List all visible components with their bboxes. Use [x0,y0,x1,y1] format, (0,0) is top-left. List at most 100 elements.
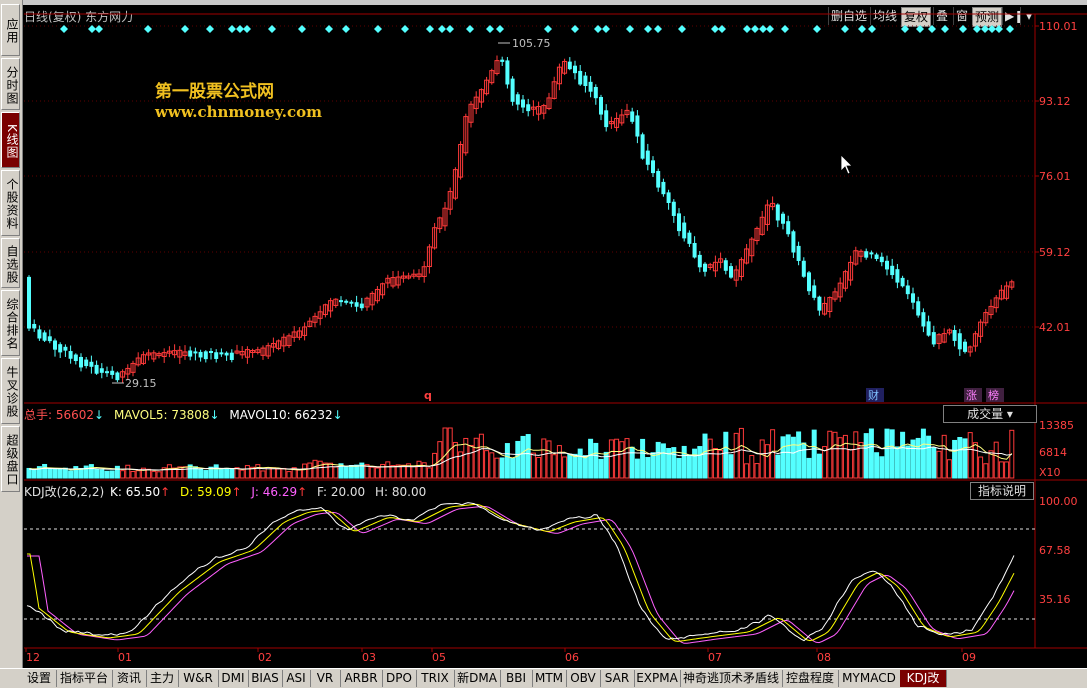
candle-body [125,367,131,375]
volume-bar [634,458,640,479]
candle-body [775,204,780,221]
volume-indicator-select[interactable]: 成交量 ▾ [943,405,1037,423]
volume-bar [270,467,276,479]
candle-body [697,254,702,268]
candle-body [998,289,1004,300]
volume-bar [385,461,391,479]
tab-indicator-9[interactable]: ARBR [340,670,383,687]
signal-diamond [858,25,866,33]
tab-indicator-4[interactable]: W&R [178,670,219,687]
tab-indicator-0[interactable]: 设置 [22,670,57,687]
candle-body [209,350,213,353]
volume-bar [234,467,240,479]
candle-body [276,340,282,349]
price-tick-label: 76.01 [1039,170,1071,183]
candle-body [624,109,630,116]
volume-bar [296,469,302,479]
volume-bar [572,453,578,479]
window-button[interactable]: 窗 [953,7,971,25]
signal-diamond [916,25,924,33]
tab-indicator-7[interactable]: ASI [282,670,311,687]
volume-bar [343,466,349,479]
kline-chart[interactable]: 110.01 93.12 76.01 59.12 42.01 13385 6814 X10 10… [22,0,1087,668]
volume-bar [421,462,427,479]
signal-diamond [868,25,876,33]
tab-indicator-10[interactable]: DPO [382,670,417,687]
tab-indicator-12[interactable]: 新DMA [454,670,501,687]
moving-average-button[interactable]: 均线 [870,7,900,25]
tab-indicator-19[interactable]: 控盘程度 [782,670,839,687]
tab-indicator-6[interactable]: BIAS [248,670,283,687]
signal-diamond [401,25,409,33]
candle-body [567,61,572,70]
volume-bar [494,457,500,479]
candle-body [754,227,760,242]
tab-indicator-2[interactable]: 资讯 [112,670,147,687]
candle-body [250,350,256,354]
remove-watchlist-button[interactable]: 删自选 [828,7,870,25]
chart-header: 日线(复权) 东方网力 删自选 均线 复权 叠 窗 预测 ▶❚ ▾ [22,5,1087,27]
volume-bar [822,446,828,479]
candle-body [364,297,370,308]
signal-diamond [496,25,504,33]
volume-bar [364,464,370,479]
sidebar-item-kline[interactable]: K线图 [1,112,20,168]
candle-body [630,111,635,122]
tab-indicator-17[interactable]: EXPMA [634,670,681,687]
tab-indicator-20[interactable]: MYMACD [838,670,901,687]
volume-bar [151,470,157,479]
volume-bar [749,455,755,479]
volume-tick-label: X10 [1039,466,1061,479]
sidebar-item-diagnosis[interactable]: 牛叉诊股 [1,358,20,424]
tab-indicator-8[interactable]: VR [310,670,341,687]
tab-indicator-1[interactable]: 指标平台 [56,670,113,687]
volume-bar [499,457,505,479]
volume-bar [156,471,162,479]
sidebar-item-intraday[interactable]: 分时图 [1,58,20,110]
candle-body [848,261,854,281]
volume-bar [244,465,250,479]
time-tick-label: 03 [362,651,376,664]
volume-bar [941,434,947,479]
sidebar-item-stock-info[interactable]: 个股资料 [1,170,20,236]
volume-bar [125,464,131,479]
volume-bar [697,446,703,479]
overlay-button[interactable]: 叠 [933,7,951,25]
volume-bar [276,468,282,479]
volume-bar [239,469,245,479]
finance-marker[interactable]: 财 [868,388,879,402]
sidebar-item-ranking[interactable]: 综合排名 [1,290,20,356]
candle-body [458,144,464,178]
left-sidebar: 应用 分时图 K线图 个股资料 自选股 综合排名 牛叉诊股 超级盘口 [0,0,23,668]
indicator-explain-button[interactable]: 指标说明 [970,482,1034,500]
volume-bar [816,453,822,479]
tab-indicator-21[interactable]: KDJ改 [900,670,947,687]
list-marker[interactable]: 榜 [988,388,999,402]
candle-body [400,275,406,279]
volume-bar [733,432,739,479]
volume-bar [712,448,718,479]
candle-body [656,171,661,188]
volume-bar [692,448,698,479]
tab-indicator-5[interactable]: DMI [218,670,249,687]
volume-bar [863,433,869,479]
tab-indicator-18[interactable]: 神奇逃顶术矛盾线 [680,670,783,687]
sidebar-item-order-book[interactable]: 超级盘口 [1,426,20,492]
tab-indicator-11[interactable]: TRIX [416,670,455,687]
volume-bar [593,442,599,479]
tab-indicator-16[interactable]: SAR [600,670,635,687]
candle-body [505,60,510,85]
volume-bar [905,445,911,479]
sidebar-item-watchlist[interactable]: 自选股 [1,238,20,288]
candle-body [988,305,994,316]
sidebar-item-apps[interactable]: 应用 [1,4,20,56]
candle-body [437,217,443,230]
tab-indicator-15[interactable]: OBV [566,670,601,687]
signal-diamond [781,25,789,33]
limit-up-marker[interactable]: 涨 [966,389,977,402]
tab-indicator-13[interactable]: BBI [500,670,533,687]
play-pause-icon[interactable]: ▶❚ [1002,7,1024,25]
chevron-down-icon[interactable]: ▾ [1020,7,1037,25]
tab-indicator-3[interactable]: 主力 [146,670,179,687]
tab-indicator-14[interactable]: MTM [532,670,567,687]
